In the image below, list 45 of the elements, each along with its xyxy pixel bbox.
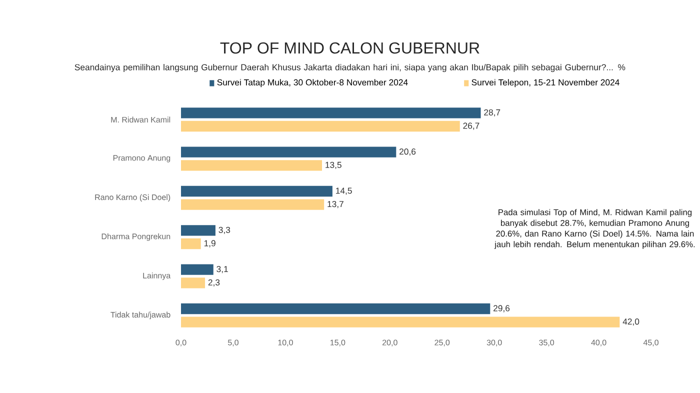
- bar: [181, 264, 214, 275]
- x-tick-label: 15,0: [330, 340, 346, 346]
- data-label: 2,3: [208, 279, 220, 286]
- legend-label: Survei Tatap Muka, 30 Oktober-8 November 2024: [217, 79, 408, 88]
- bar: [181, 303, 490, 314]
- data-label: 3,1: [216, 266, 228, 274]
- data-label: 26,7: [463, 122, 480, 130]
- bar: [181, 199, 324, 210]
- annotation: Pada simulasi Top of Mind, M. Ridwan Kamil paling banyak disebut 28.7%, kemudian Pramono Anung 20.6%, dan Rano Karno (Si Doel) 14.5%. Nama lain jauh lebih rendah. Belum menentukan pilihan 29.6%.: [494, 209, 695, 249]
- x-tick-label: 20,0: [382, 340, 398, 346]
- data-label: 13,7: [328, 201, 344, 208]
- bar: [181, 225, 216, 236]
- x-tick-label: 0,0: [176, 340, 186, 346]
- y-tick-label: Dharma Pongrekun: [102, 233, 170, 241]
- bar: [181, 316, 620, 328]
- bar: [181, 238, 201, 250]
- y-tick-label: Rano Karno (Si Doel): [95, 194, 170, 202]
- x-tick-label: 5,0: [228, 340, 238, 346]
- x-tick-label: 30,0: [486, 340, 502, 346]
- y-tick-label: Pramono Anung: [113, 155, 170, 162]
- data-label: 1,9: [204, 240, 216, 248]
- chart-title: TOP OF MIND CALON GUBERNUR: [220, 42, 480, 54]
- data-label: 14,5: [336, 188, 352, 195]
- data-label: 20,6: [400, 148, 416, 156]
- y-tick-label: Tidak tahu/jawab: [110, 312, 170, 320]
- y-tick-label: Lainnya: [143, 272, 171, 280]
- bar: [181, 108, 481, 118]
- chart-subtitle: Seandainya pemilihan langsung Gubernur Daerah Khusus Jakarta diadakan hari ini, siapa yang akan Ibu/Bapak pilih sebagai Gubernur?... %: [74, 64, 626, 72]
- data-label: 42,0: [622, 318, 640, 326]
- bar: [181, 160, 322, 171]
- y-tick-label: M. Ridwan Kamil: [111, 116, 170, 123]
- data-label: 13,5: [326, 162, 342, 169]
- bar: [181, 278, 206, 288]
- bar: [181, 186, 332, 197]
- data-label: 29,6: [494, 305, 510, 312]
- x-tick-label: 45,0: [643, 340, 658, 346]
- data-label: 3,3: [218, 226, 230, 234]
- x-tick-label: 10,0: [278, 340, 293, 346]
- bar: [181, 146, 396, 158]
- x-tick-label: 40,0: [591, 340, 606, 346]
- bar: [181, 120, 460, 132]
- x-tick-label: 25,0: [434, 340, 450, 346]
- data-label: 28,7: [484, 109, 500, 116]
- legend-label: Survei Telepon, 15-21 November 2024: [472, 79, 620, 88]
- x-tick-label: 35,0: [539, 340, 554, 346]
